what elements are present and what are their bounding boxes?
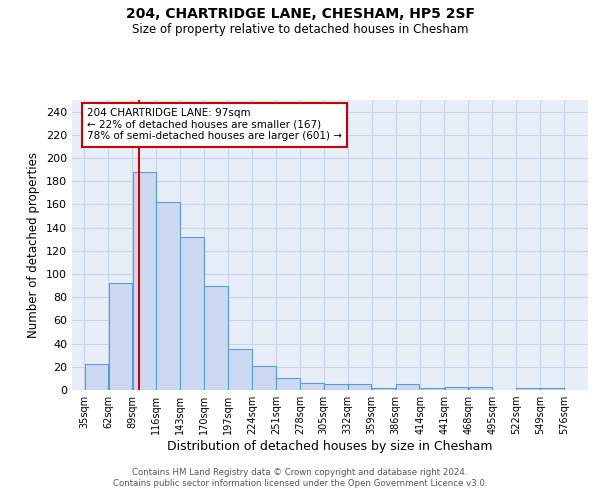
Text: 204, CHARTRIDGE LANE, CHESHAM, HP5 2SF: 204, CHARTRIDGE LANE, CHESHAM, HP5 2SF	[125, 8, 475, 22]
Bar	[372, 388, 395, 390]
Bar	[396, 384, 419, 390]
Bar	[181, 237, 204, 390]
X-axis label: Distribution of detached houses by size in Chesham: Distribution of detached houses by size …	[167, 440, 493, 453]
Bar	[228, 350, 252, 390]
Text: 204 CHARTRIDGE LANE: 97sqm
← 22% of detached houses are smaller (167)
78% of sem: 204 CHARTRIDGE LANE: 97sqm ← 22% of deta…	[87, 108, 342, 142]
Bar	[300, 383, 323, 390]
Bar	[517, 388, 540, 390]
Bar	[109, 284, 132, 390]
Bar	[252, 366, 275, 390]
Bar	[276, 378, 299, 390]
Text: Contains HM Land Registry data © Crown copyright and database right 2024.
Contai: Contains HM Land Registry data © Crown c…	[113, 468, 487, 487]
Bar	[541, 388, 564, 390]
Bar	[348, 384, 371, 390]
Bar	[469, 386, 492, 390]
Bar	[421, 388, 444, 390]
Bar	[157, 202, 180, 390]
Bar	[133, 172, 156, 390]
Text: Size of property relative to detached houses in Chesham: Size of property relative to detached ho…	[132, 22, 468, 36]
Bar	[85, 364, 108, 390]
Bar	[324, 384, 347, 390]
Y-axis label: Number of detached properties: Number of detached properties	[28, 152, 40, 338]
Bar	[445, 386, 468, 390]
Bar	[205, 286, 228, 390]
